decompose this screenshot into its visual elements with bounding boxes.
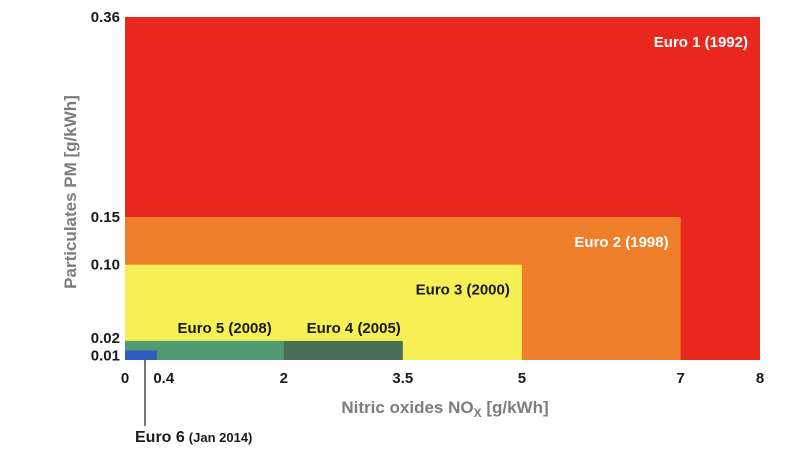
- label-euro-1-1992: Euro 1 (1992): [654, 34, 748, 51]
- x-tick-label: 5: [518, 370, 526, 387]
- label-euro-4-2005: Euro 4 (2005): [307, 320, 401, 337]
- x-tick-labels: 0 0.4 2 3.5 5 7 8: [121, 370, 764, 387]
- x-tick-label: 0.4: [153, 370, 175, 387]
- standard-labels: Euro 1 (1992) Euro 2 (1998) Euro 3 (2000) E…: [178, 34, 748, 337]
- euro-6-callout: Euro 6 (Jan 2014): [135, 360, 252, 446]
- label-euro-5-2008: Euro 5 (2008): [178, 320, 272, 337]
- callout-suffix: (Jan 2014): [189, 430, 253, 445]
- x-axis-label-unit: [g/kWh]: [482, 398, 549, 417]
- callout-label: Euro 6 (Jan 2014): [135, 429, 252, 446]
- y-tick-label: 0.10: [91, 257, 120, 274]
- x-tick-label: 0: [121, 370, 129, 387]
- x-tick-label: 3.5: [392, 370, 413, 387]
- standard-regions: [125, 17, 760, 360]
- label-euro-2-1998: Euro 2 (1998): [574, 234, 668, 251]
- y-tick-label: 0.02: [91, 330, 120, 347]
- y-tick-labels: 0.010.02 0.10 0.15 0.36: [91, 9, 120, 364]
- x-tick-label: 7: [676, 370, 684, 387]
- callout-name: Euro 6: [135, 429, 185, 446]
- label-euro-3-2000: Euro 3 (2000): [416, 282, 510, 299]
- x-axis-label: Nitric oxides NOX [g/kWh]: [341, 398, 548, 420]
- y-tick-label: 0.15: [91, 209, 120, 226]
- x-tick-label: 2: [280, 370, 288, 387]
- y-axis-label: Particulates PM [g/kWh]: [61, 95, 80, 289]
- x-tick-label: 8: [756, 370, 764, 387]
- y-tick-label: 0.36: [91, 9, 120, 26]
- region-euro-6: [125, 350, 157, 360]
- x-axis-label-subscript: X: [474, 406, 482, 420]
- y-tick-label: 0.01: [91, 347, 120, 364]
- region-euro-5-2008: [125, 340, 284, 360]
